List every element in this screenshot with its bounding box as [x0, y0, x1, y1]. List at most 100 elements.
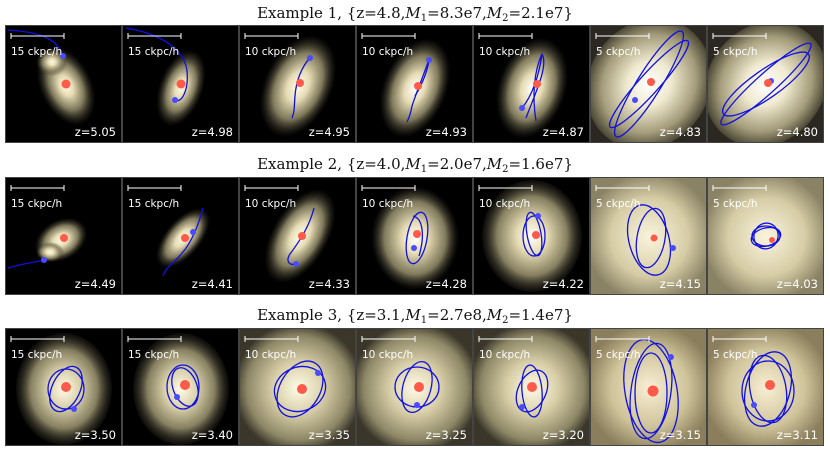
scale-bar-label: 10 ckpc/h: [362, 198, 414, 210]
panel-r3-c2: 15 ckpc/h z=3.40: [122, 328, 239, 446]
panel-r2-c7: 5 ckpc/h z=4.03: [707, 177, 824, 295]
m1-value: =8.3e7,: [427, 4, 487, 22]
galaxy-image: [708, 26, 823, 142]
scale-bar-label: 15 ckpc/h: [11, 349, 63, 361]
panel-r1-c3: 10 ckpc/h z=4.95: [239, 25, 356, 143]
galaxy-image: [474, 329, 589, 445]
row-title-prefix: Example 2, {z=4.0,: [257, 155, 406, 173]
galaxy-image: [478, 33, 569, 139]
scale-bar-label: 10 ckpc/h: [479, 46, 531, 58]
galaxy-image: [127, 185, 210, 277]
m1-symbol: M: [405, 155, 421, 173]
redshift-label: z=4.80: [776, 125, 818, 139]
redshift-label: z=3.25: [425, 428, 467, 442]
panel-r3-c1: 15 ckpc/h z=3.50: [5, 328, 122, 446]
panel-r2-c3: 10 ckpc/h z=4.33: [239, 177, 356, 295]
redshift-label: z=3.20: [542, 428, 584, 442]
galaxy-image: [591, 329, 706, 445]
redshift-label: z=4.15: [659, 277, 701, 291]
redshift-label: z=5.05: [74, 125, 116, 139]
row-title-prefix: Example 1, {z=4.8,: [257, 4, 406, 22]
scale-bar-label: 10 ckpc/h: [479, 198, 531, 210]
panel-r3-c7: 5 ckpc/h z=3.11: [707, 328, 824, 446]
scale-bar-label: 10 ckpc/h: [362, 349, 414, 361]
m1-subscript: 1: [420, 13, 428, 24]
m1-subscript: 1: [420, 315, 428, 326]
m2-subscript: 2: [502, 13, 509, 24]
m2-value: =2.1e7}: [508, 4, 573, 22]
galaxy-image: [708, 329, 823, 445]
redshift-label: z=4.28: [425, 277, 467, 291]
galaxy-image: [7, 29, 96, 126]
scale-bar-label: 5 ckpc/h: [596, 349, 641, 361]
panel-r2-c2: 15 ckpc/h z=4.41: [122, 177, 239, 295]
row-title-3: Example 3, {z=3.1,M1=2.7e8,M2=1.4e7}: [0, 306, 830, 330]
scale-bar-label: 10 ckpc/h: [245, 46, 297, 58]
redshift-label: z=4.98: [191, 125, 233, 139]
redshift-label: z=3.11: [776, 428, 818, 442]
redshift-label: z=4.93: [425, 125, 467, 139]
redshift-label: z=4.49: [74, 277, 116, 291]
redshift-label: z=4.33: [308, 277, 350, 291]
galaxy-image: [125, 27, 206, 127]
galaxy-image: [7, 185, 88, 269]
scale-bar-label: 5 ckpc/h: [596, 46, 641, 58]
galaxy-image: [708, 178, 823, 294]
galaxy-image: [591, 178, 706, 294]
galaxy-image: [357, 329, 472, 445]
panel-r2-c5: 10 ckpc/h z=4.22: [473, 177, 590, 295]
galaxy-image: [361, 33, 451, 138]
redshift-label: z=4.22: [542, 277, 584, 291]
row-title-2: Example 2, {z=4.0,M1=2.0e7,M2=1.6e7}: [0, 155, 830, 179]
redshift-label: z=4.83: [659, 125, 701, 139]
scale-bar-label: 15 ckpc/h: [128, 46, 180, 58]
panel-r3-c4: 10 ckpc/h z=3.25: [356, 328, 473, 446]
scale-bar-label: 5 ckpc/h: [713, 198, 758, 210]
redshift-label: z=3.35: [308, 428, 350, 442]
m2-symbol: M: [486, 306, 503, 324]
m1-value: =2.7e8,: [427, 306, 487, 324]
scale-bar-label: 15 ckpc/h: [128, 349, 180, 361]
scale-bar-label: 15 ckpc/h: [11, 198, 63, 210]
panel-row-3: 15 ckpc/h z=3.50 15 ckpc/h z=3.40: [5, 328, 825, 446]
panel-r3-c5: 10 ckpc/h z=3.20: [473, 328, 590, 446]
row-title-1: Example 1, {z=4.8,M1=8.3e7,M2=2.1e7}: [0, 4, 830, 28]
redshift-label: z=4.03: [776, 277, 818, 291]
galaxy-image: [10, 333, 112, 445]
m2-value: =1.4e7}: [508, 306, 573, 324]
panel-r1-c6: 5 ckpc/h z=4.83: [590, 25, 707, 143]
scale-bar-label: 10 ckpc/h: [479, 349, 531, 361]
panel-r1-c4: 10 ckpc/h z=4.93: [356, 25, 473, 143]
scale-bar-label: 10 ckpc/h: [362, 46, 414, 58]
m2-symbol: M: [486, 155, 503, 173]
scale-bar-label: 10 ckpc/h: [245, 349, 297, 361]
galaxy-image: [591, 26, 706, 142]
galaxy-image: [478, 180, 582, 292]
panel-r1-c1: 15 ckpc/h z=5.05: [5, 25, 122, 143]
row-title-prefix: Example 3, {z=3.1,: [257, 306, 406, 324]
galaxy-image: [244, 185, 336, 284]
panel-row-1: 15 ckpc/h z=5.05 15 ckpc/h z=4.98: [5, 25, 825, 143]
panel-r3-c6: 5 ckpc/h z=3.15: [590, 328, 707, 446]
redshift-label: z=3.50: [74, 428, 116, 442]
panel-row-2: 15 ckpc/h z=4.49 15 ckpc/h z=4.41: [5, 177, 825, 295]
m1-symbol: M: [405, 306, 421, 324]
scale-bar-label: 15 ckpc/h: [128, 198, 180, 210]
m1-symbol: M: [405, 4, 421, 22]
galaxy-image: [127, 333, 229, 445]
redshift-label: z=3.40: [191, 428, 233, 442]
panel-r1-c2: 15 ckpc/h z=4.98: [122, 25, 239, 143]
m1-subscript: 1: [420, 164, 428, 175]
m2-subscript: 2: [502, 315, 509, 326]
scale-bar-label: 15 ckpc/h: [11, 46, 63, 58]
panel-r2-c4: 10 ckpc/h z=4.28: [356, 177, 473, 295]
m2-symbol: M: [486, 4, 503, 22]
m2-value: =1.6e7}: [508, 155, 573, 173]
redshift-label: z=3.15: [659, 428, 701, 442]
galaxy-image: [244, 33, 337, 138]
galaxy-image: [361, 185, 459, 290]
redshift-label: z=4.41: [191, 277, 233, 291]
scale-bar-label: 5 ckpc/h: [596, 198, 641, 210]
panel-r2-c1: 15 ckpc/h z=4.49: [5, 177, 122, 295]
